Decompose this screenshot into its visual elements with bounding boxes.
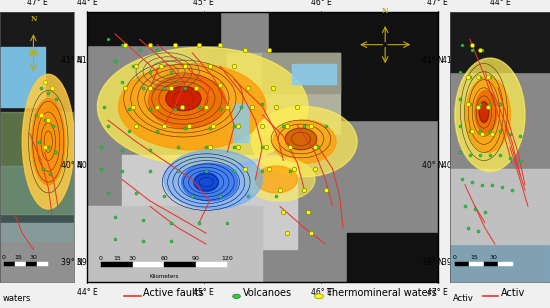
- Text: 0: 0: [99, 256, 103, 261]
- Text: 0: 0: [2, 255, 6, 260]
- Text: 44° E: 44° E: [76, 0, 97, 7]
- Text: Kilometers: Kilometers: [150, 274, 179, 279]
- Text: 41° N: 41° N: [77, 56, 99, 65]
- Text: 30: 30: [129, 256, 136, 261]
- Bar: [101, 262, 133, 267]
- Bar: [0, 166, 74, 241]
- Text: N: N: [30, 15, 37, 23]
- Bar: [233, 104, 248, 142]
- Text: 39° N: 39° N: [422, 258, 444, 267]
- Bar: [4, 261, 15, 266]
- Text: 39° N: 39° N: [442, 258, 464, 267]
- Text: 30: 30: [490, 255, 498, 260]
- Text: Activ: Activ: [453, 294, 474, 303]
- Text: 41° N: 41° N: [442, 56, 464, 65]
- Bar: [270, 12, 438, 66]
- Bar: [450, 233, 550, 282]
- Text: 44° E: 44° E: [490, 0, 510, 7]
- Text: 30: 30: [30, 255, 37, 260]
- Bar: [450, 12, 550, 71]
- Ellipse shape: [164, 150, 262, 209]
- Bar: [498, 261, 513, 266]
- Text: 47° E: 47° E: [427, 288, 448, 297]
- Text: 39° N: 39° N: [77, 258, 99, 267]
- Text: N: N: [382, 7, 388, 15]
- Ellipse shape: [118, 63, 266, 150]
- Bar: [262, 53, 339, 93]
- Bar: [484, 261, 498, 266]
- Bar: [455, 261, 469, 266]
- Ellipse shape: [252, 107, 357, 177]
- Ellipse shape: [273, 120, 336, 163]
- Text: 47° E: 47° E: [27, 0, 47, 7]
- Ellipse shape: [23, 74, 74, 209]
- Bar: [469, 261, 484, 266]
- Text: 39° N: 39° N: [61, 258, 82, 267]
- Ellipse shape: [475, 91, 497, 134]
- Ellipse shape: [465, 77, 510, 152]
- Ellipse shape: [97, 47, 308, 166]
- Ellipse shape: [148, 74, 225, 128]
- Ellipse shape: [255, 166, 298, 193]
- Text: waters: waters: [3, 294, 31, 303]
- Ellipse shape: [285, 128, 317, 150]
- Text: 40° N: 40° N: [422, 161, 444, 170]
- Bar: [227, 53, 339, 134]
- Bar: [37, 261, 48, 266]
- Text: Active faults: Active faults: [143, 289, 204, 298]
- Text: Volcanoes: Volcanoes: [243, 289, 292, 298]
- Text: 40° N: 40° N: [442, 161, 464, 170]
- Text: Thermomineral waters: Thermomineral waters: [326, 289, 437, 298]
- Bar: [87, 206, 262, 282]
- Bar: [15, 261, 26, 266]
- Bar: [292, 63, 336, 84]
- Ellipse shape: [245, 158, 315, 201]
- Bar: [0, 112, 74, 214]
- Text: 15: 15: [113, 256, 120, 261]
- Text: 41° N: 41° N: [422, 56, 444, 65]
- Ellipse shape: [194, 173, 218, 192]
- Text: 0: 0: [453, 255, 457, 260]
- Text: 46° E: 46° E: [311, 288, 331, 297]
- Text: 45° E: 45° E: [194, 0, 214, 7]
- Text: 47° E: 47° E: [427, 0, 448, 7]
- Text: 44° E: 44° E: [76, 288, 97, 297]
- Text: 45° E: 45° E: [194, 288, 214, 297]
- Text: 15: 15: [470, 255, 478, 260]
- Text: 120: 120: [222, 256, 233, 261]
- Text: 40° N: 40° N: [77, 161, 99, 170]
- Bar: [0, 222, 74, 282]
- Ellipse shape: [166, 87, 201, 111]
- Bar: [339, 61, 438, 120]
- Bar: [346, 233, 438, 282]
- Bar: [450, 168, 550, 244]
- Bar: [87, 244, 150, 282]
- Bar: [122, 155, 298, 249]
- Bar: [133, 262, 164, 267]
- Bar: [26, 261, 37, 266]
- Text: Activ: Activ: [500, 289, 525, 298]
- Text: 41° N: 41° N: [61, 56, 82, 65]
- Text: 46° E: 46° E: [311, 0, 331, 7]
- Bar: [164, 262, 196, 267]
- Text: 15: 15: [15, 255, 23, 260]
- Bar: [87, 12, 220, 45]
- Ellipse shape: [182, 163, 238, 201]
- Text: 90: 90: [192, 256, 200, 261]
- Ellipse shape: [455, 58, 525, 171]
- Bar: [0, 47, 45, 107]
- Bar: [196, 262, 227, 267]
- Ellipse shape: [31, 99, 65, 185]
- Ellipse shape: [479, 101, 489, 123]
- Text: 40° N: 40° N: [61, 161, 82, 170]
- Text: 60: 60: [160, 256, 168, 261]
